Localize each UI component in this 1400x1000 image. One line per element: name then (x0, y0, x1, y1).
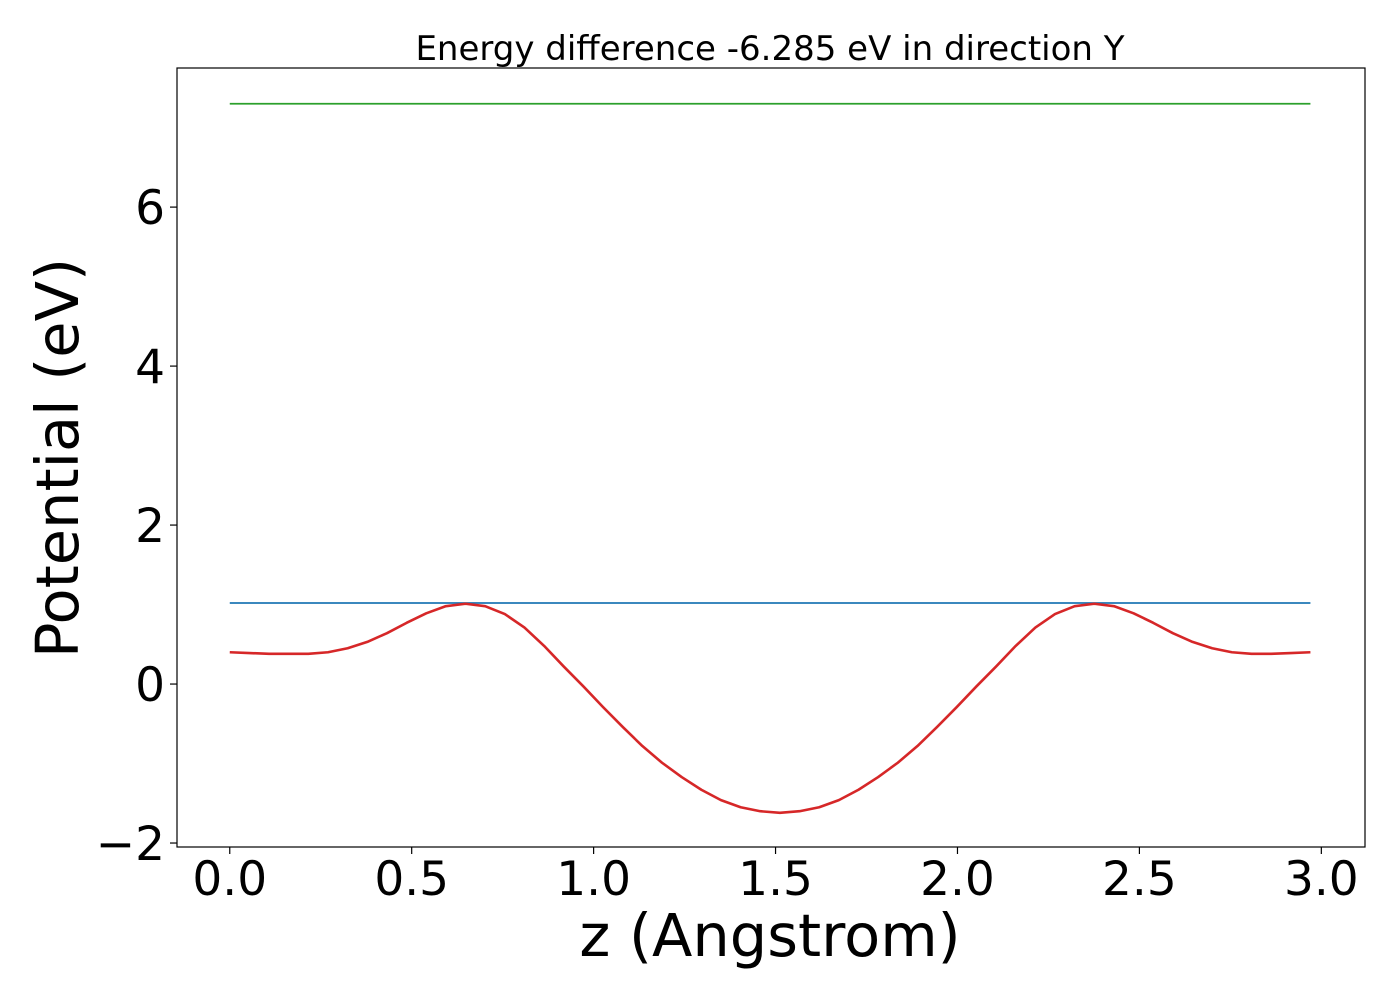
plot-frame (176, 67, 1366, 848)
x-tick-label: 2.0 (920, 852, 995, 907)
y-tick-label: −2 (96, 817, 165, 872)
series-line-3 (229, 602, 1311, 815)
y-tick-label: 0 (135, 658, 165, 713)
x-tick-label: 3.0 (1284, 852, 1359, 907)
x-tick-label: 1.5 (738, 852, 813, 907)
series-layer (229, 102, 1311, 815)
x-tick-label: 0.0 (192, 852, 267, 907)
y-axis-label: Potential (eV) (23, 258, 92, 658)
x-tick-label: 2.5 (1102, 852, 1177, 907)
x-tick-label: 1.0 (556, 852, 631, 907)
y-tick-label: 4 (135, 340, 165, 395)
y-tick-label: 6 (135, 181, 165, 236)
tick-layer: 0.0 0.5 1.0 1.5 2.0 2.5 3.0 −2 0 2 4 6 (96, 181, 1359, 907)
y-tick-label: 2 (135, 499, 165, 554)
x-axis-label: z (Angstrom) (579, 901, 960, 970)
chart-title: Energy difference -6.285 eV in direction… (415, 29, 1124, 69)
x-tick-label: 0.5 (374, 852, 449, 907)
